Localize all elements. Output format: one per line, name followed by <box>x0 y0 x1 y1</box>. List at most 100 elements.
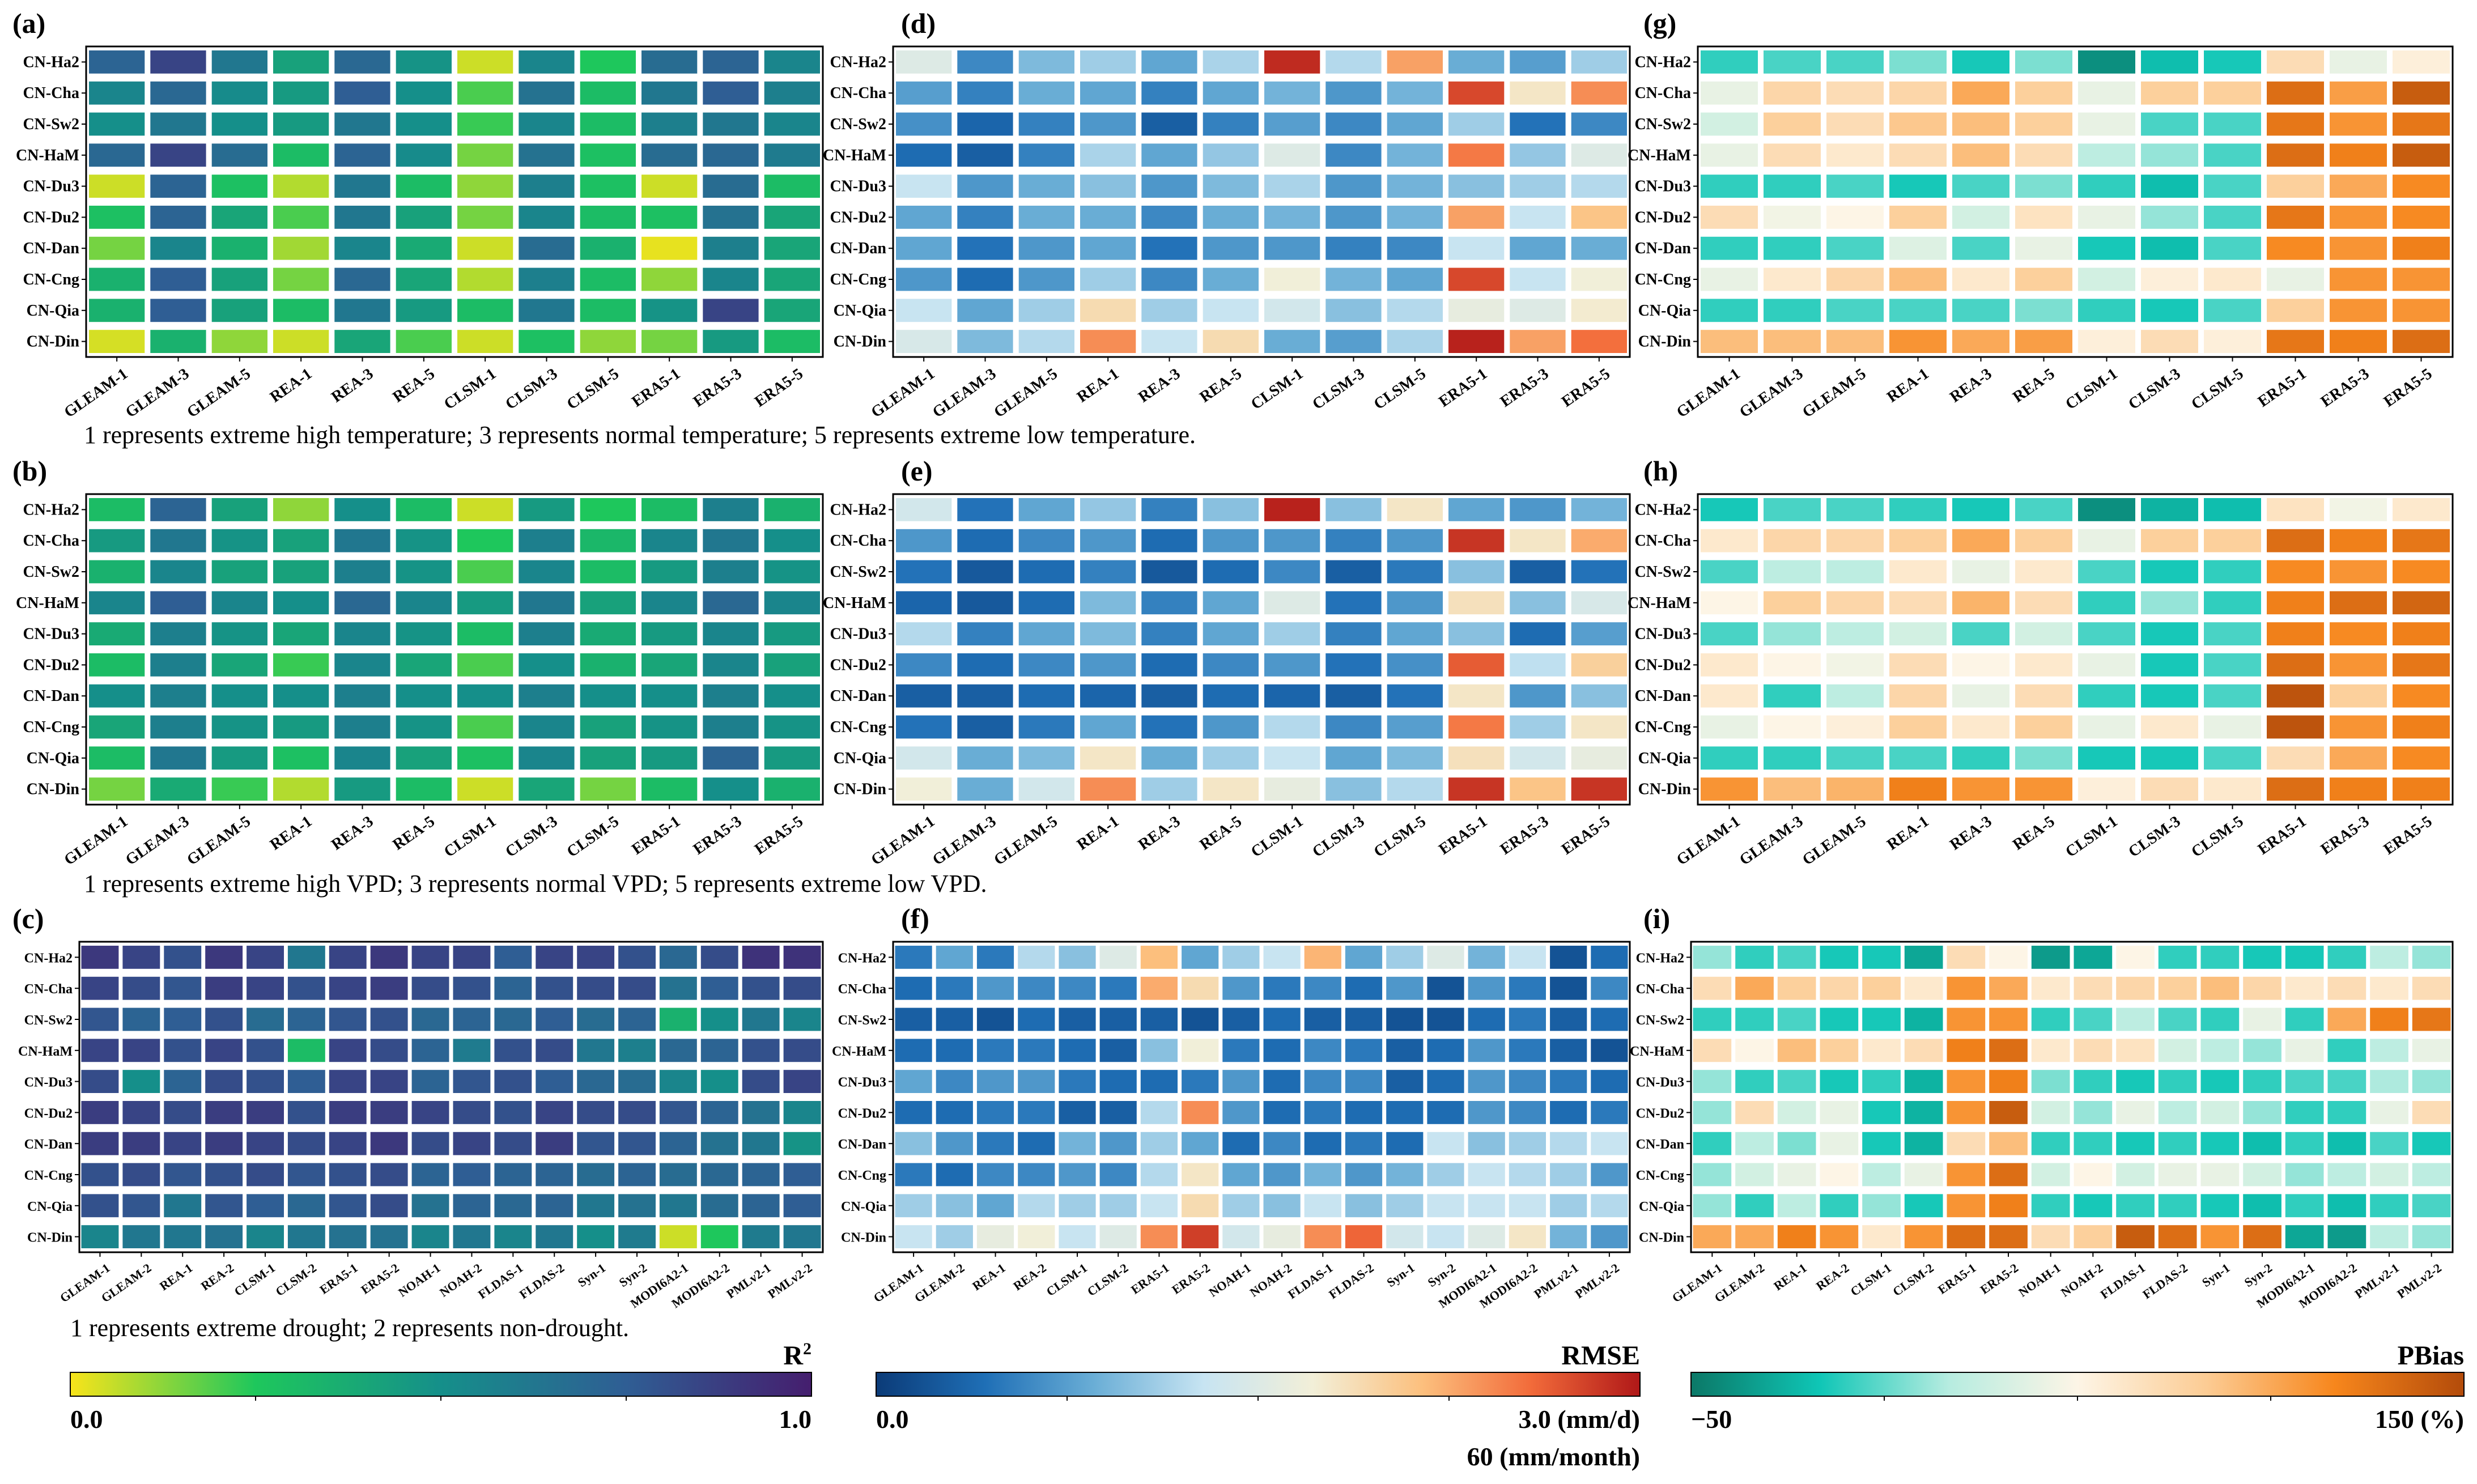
heatmap-cell <box>2370 1163 2408 1187</box>
heatmap-cell <box>1080 591 1136 615</box>
heatmap-cell <box>1989 1101 2028 1124</box>
heatmap-cell <box>457 746 513 770</box>
heatmap-cell <box>411 1039 449 1062</box>
heatmap-cell <box>1735 946 1774 969</box>
heatmap-cell <box>580 684 636 708</box>
heatmap-cell <box>1264 684 1320 708</box>
heatmap-cell <box>783 1039 821 1062</box>
row-label: CN-HaM <box>823 147 886 164</box>
heatmap-cell <box>936 1163 973 1187</box>
panel-frame <box>892 493 1631 806</box>
heatmap-cell <box>2243 1039 2281 1062</box>
heatmap-cell <box>580 498 636 521</box>
heatmap-cell <box>2031 976 2070 1000</box>
heatmap-cell <box>89 143 145 167</box>
heatmap-cell <box>1182 1070 1219 1093</box>
heatmap-panel-c: CN-Ha2CN-ChaCN-Sw2CN-HaMCN-Du3CN-Du2CN-D… <box>12 903 824 1311</box>
heatmap-cell <box>1952 206 2009 229</box>
colorbar-title: R2 <box>783 1340 811 1371</box>
heatmap-cell <box>287 976 325 1000</box>
row-label: CN-Din <box>1638 333 1692 351</box>
heatmap-cell <box>1862 1225 1901 1248</box>
heatmap-cell <box>703 50 759 74</box>
heatmap-cell <box>1510 653 1566 677</box>
col-label: CLSM-5 <box>564 365 622 413</box>
heatmap-cell <box>2204 81 2261 105</box>
heatmap-cell <box>641 330 698 353</box>
heatmap-panel-a: CN-Ha2CN-ChaCN-Sw2CN-HaMCN-Du3CN-Du2CN-D… <box>12 7 824 422</box>
heatmap-cell <box>1591 1132 1628 1155</box>
heatmap-cell <box>1345 1132 1383 1155</box>
heatmap-cell <box>2330 591 2387 615</box>
heatmap-cell <box>89 50 145 74</box>
row-label: CN-Du2 <box>1634 656 1691 674</box>
heatmap-cell <box>1591 1039 1628 1062</box>
heatmap-cell <box>1222 976 1260 1000</box>
heatmap-cell <box>1182 1039 1219 1062</box>
heatmap-cell <box>1264 143 1320 167</box>
heatmap-cell <box>1448 206 1505 229</box>
heatmap-cell <box>1889 143 1947 167</box>
heatmap-cell <box>247 1194 284 1218</box>
heatmap-cell <box>1141 498 1197 521</box>
heatmap-cell <box>1099 1132 1137 1155</box>
heatmap-cell <box>1182 1132 1219 1155</box>
heatmap-cell <box>2158 1132 2197 1155</box>
heatmap-cell <box>273 143 329 167</box>
heatmap-cell <box>1952 529 2009 552</box>
col-label: NOAH-1 <box>396 1261 443 1300</box>
note-vpd: 1 represents extreme high VPD; 3 represe… <box>84 870 987 898</box>
heatmap-cell <box>1591 1007 1628 1031</box>
heatmap-cell <box>1141 684 1197 708</box>
heatmap-cell <box>2015 498 2072 521</box>
heatmap-cell <box>1304 1225 1341 1248</box>
heatmap-cell <box>1952 175 2009 198</box>
heatmap-cell <box>1018 1007 1055 1031</box>
heatmap-cell <box>1510 143 1566 167</box>
heatmap-cell <box>976 1101 1014 1124</box>
heatmap-cell <box>2141 498 2198 521</box>
col-label: CLSM-3 <box>502 813 560 861</box>
col-label: Syn-1 <box>1384 1261 1417 1290</box>
heatmap-cell <box>81 1039 119 1062</box>
heatmap-cell <box>764 267 820 291</box>
heatmap-cell <box>1387 112 1443 136</box>
heatmap-cell <box>2330 777 2387 801</box>
heatmap-cell <box>659 976 697 1000</box>
heatmap-cell <box>1263 1007 1301 1031</box>
col-label: ERA5-2 <box>358 1261 401 1297</box>
heatmap-cell <box>703 143 759 167</box>
heatmap-cell <box>1468 1194 1505 1218</box>
heatmap-cell <box>641 684 698 708</box>
col-label: REA-5 <box>2009 365 2058 406</box>
heatmap-cell <box>1387 175 1443 198</box>
row-label: CN-Dan <box>838 1137 886 1152</box>
row-label: CN-Du3 <box>1634 626 1691 643</box>
heatmap-cell <box>1387 498 1443 521</box>
heatmap-cell <box>2267 175 2324 198</box>
heatmap-cell <box>577 1039 615 1062</box>
heatmap-cell <box>1080 143 1136 167</box>
heatmap-cell <box>1264 560 1320 584</box>
heatmap-cell <box>1826 777 1884 801</box>
row-label: CN-Cng <box>1634 718 1691 736</box>
heatmap-cell <box>1059 1007 1096 1031</box>
heatmap-cell <box>580 112 636 136</box>
heatmap-cell <box>2204 143 2261 167</box>
heatmap-cell <box>1264 746 1320 770</box>
heatmap-cell <box>1952 746 2009 770</box>
heatmap-cell <box>1764 498 1821 521</box>
heatmap-cell <box>1550 1225 1587 1248</box>
row-label: CN-Ha2 <box>1634 501 1691 518</box>
heatmap-cell <box>1701 50 1758 74</box>
heatmap-cell <box>1325 330 1382 353</box>
row-label: CN-Sw2 <box>838 1013 886 1028</box>
heatmap-cell <box>247 1101 284 1124</box>
row-label: CN-Ha2 <box>838 951 886 966</box>
heatmap-cell <box>2031 1225 2070 1248</box>
row-label: CN-Dan <box>1634 240 1691 257</box>
heatmap-cell <box>2031 1132 2070 1155</box>
heatmap-cell <box>703 560 759 584</box>
colorbar-max-label: 1.0 <box>779 1405 812 1434</box>
